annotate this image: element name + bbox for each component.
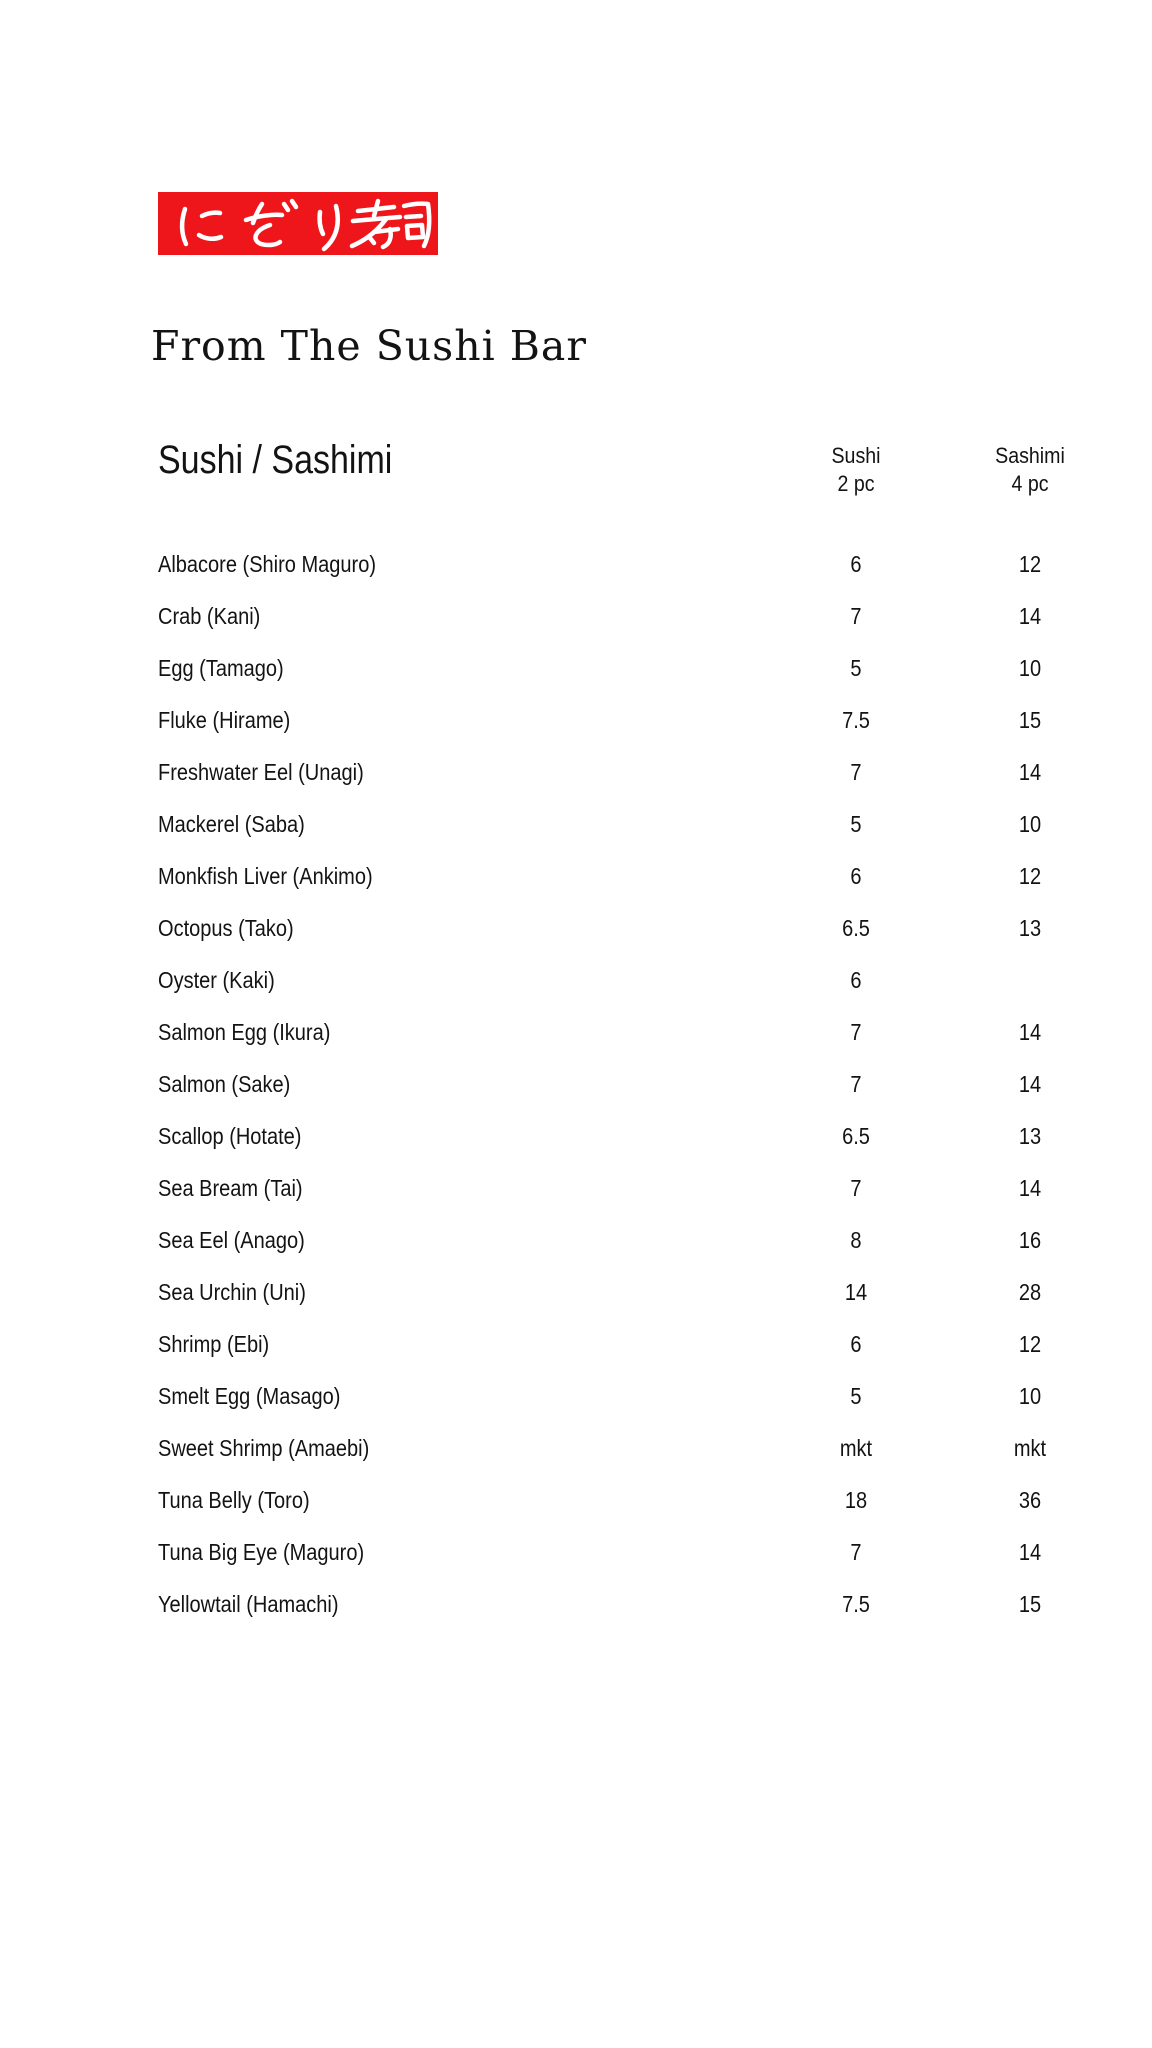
- item-price-sashimi: 14: [1018, 1538, 1042, 1565]
- section-title: Sushi / Sashimi: [158, 438, 434, 483]
- item-price-sushi: 7: [850, 1174, 862, 1201]
- item-name: Salmon (Sake): [158, 1070, 291, 1097]
- column-header-sushi-sub: 2 pc: [837, 471, 875, 496]
- menu-item-row: Sea Bream (Tai) 7 14: [158, 1162, 1090, 1214]
- menu-item-row: Egg (Tamago) 5 10: [158, 642, 1090, 694]
- item-name: Monkfish Liver (Ankimo): [158, 862, 373, 889]
- column-header-sashimi-label: Sashimi: [995, 443, 1065, 468]
- item-price-sushi: 5: [850, 654, 862, 681]
- item-price-sashimi: 36: [1018, 1486, 1042, 1513]
- item-price-sashimi: mkt: [1013, 1434, 1047, 1461]
- item-price-sashimi: 14: [1018, 1174, 1042, 1201]
- item-name: Sea Urchin (Uni): [158, 1278, 306, 1305]
- item-price-sashimi: 14: [1018, 1070, 1042, 1097]
- item-price-sashimi: 12: [1018, 550, 1042, 577]
- menu-item-row: Shrimp (Ebi) 6 12: [158, 1318, 1090, 1370]
- menu-item-row: Salmon (Sake) 7 14: [158, 1058, 1090, 1110]
- item-price-sushi: 6: [850, 1330, 862, 1357]
- item-price-sushi: 18: [844, 1486, 868, 1513]
- item-price-sushi: 6: [850, 966, 862, 993]
- column-header-sashimi: Sashimi 4 pc: [970, 442, 1090, 498]
- item-name: Shrimp (Ebi): [158, 1330, 270, 1357]
- item-price-sashimi: 15: [1018, 1590, 1042, 1617]
- nigiri-sushi-japanese-text-icon: [179, 198, 432, 252]
- item-price-sushi: mkt: [839, 1434, 873, 1461]
- item-name: Crab (Kani): [158, 602, 261, 629]
- column-header-sushi-label: Sushi: [831, 443, 881, 468]
- item-price-sushi: 8: [850, 1226, 862, 1253]
- item-price-sushi: 5: [850, 1382, 862, 1409]
- item-price-sashimi: 14: [1018, 758, 1042, 785]
- item-price-sashimi: 10: [1018, 810, 1042, 837]
- item-name: Sea Bream (Tai): [158, 1174, 303, 1201]
- menu-item-row: Mackerel (Saba) 5 10: [158, 798, 1090, 850]
- item-price-sushi: 7: [850, 1538, 862, 1565]
- menu-item-row: Tuna Belly (Toro) 18 36: [158, 1474, 1090, 1526]
- item-price-sushi: 6: [850, 550, 862, 577]
- item-name: Freshwater Eel (Unagi): [158, 758, 364, 785]
- menu-item-row: Yellowtail (Hamachi) 7.5 15: [158, 1578, 1090, 1630]
- menu-item-row: Smelt Egg (Masago) 5 10: [158, 1370, 1090, 1422]
- item-price-sushi: 6.5: [842, 914, 870, 941]
- item-price-sushi: 6: [850, 862, 862, 889]
- item-name: Octopus (Tako): [158, 914, 294, 941]
- item-price-sashimi: 28: [1018, 1278, 1042, 1305]
- item-price-sashimi: 14: [1018, 1018, 1042, 1045]
- item-price-sashimi: 10: [1018, 1382, 1042, 1409]
- menu-item-row: Monkfish Liver (Ankimo) 6 12: [158, 850, 1090, 902]
- item-price-sushi: 7: [850, 1070, 862, 1097]
- menu-item-row: Sea Urchin (Uni) 14 28: [158, 1266, 1090, 1318]
- menu-item-row: Freshwater Eel (Unagi) 7 14: [158, 746, 1090, 798]
- menu-item-row: Tuna Big Eye (Maguro) 7 14: [158, 1526, 1090, 1578]
- item-price-sushi: 7.5: [842, 706, 870, 733]
- item-name: Oyster (Kaki): [158, 966, 275, 993]
- item-price-sashimi: 13: [1018, 914, 1042, 941]
- item-name: Sea Eel (Anago): [158, 1226, 305, 1253]
- item-name: Egg (Tamago): [158, 654, 284, 681]
- item-name: Albacore (Shiro Maguro): [158, 550, 376, 577]
- item-name: Salmon Egg (Ikura): [158, 1018, 331, 1045]
- page-title: From The Sushi Bar: [151, 322, 587, 370]
- item-price-sashimi: 12: [1018, 862, 1042, 889]
- item-name: Scallop (Hotate): [158, 1122, 302, 1149]
- item-price-sushi: 14: [844, 1278, 868, 1305]
- item-price-sushi: 5: [850, 810, 862, 837]
- item-price-sushi: 6.5: [842, 1122, 870, 1149]
- item-price-sashimi: 12: [1018, 1330, 1042, 1357]
- item-name: Sweet Shrimp (Amaebi): [158, 1434, 370, 1461]
- logo-banner: [158, 192, 438, 255]
- column-header-sushi: Sushi 2 pc: [796, 442, 916, 498]
- menu-item-row: Crab (Kani) 7 14: [158, 590, 1090, 642]
- menu-item-row: Scallop (Hotate) 6.5 13: [158, 1110, 1090, 1162]
- item-price-sushi: 7: [850, 758, 862, 785]
- section-title-text: Sushi / Sashimi: [158, 438, 393, 482]
- item-name: Yellowtail (Hamachi): [158, 1590, 339, 1617]
- item-price-sushi: 7: [850, 602, 862, 629]
- menu-item-row: Fluke (Hirame) 7.5 15: [158, 694, 1090, 746]
- menu-item-row: Oyster (Kaki) 6: [158, 954, 1090, 1006]
- menu-item-row: Sweet Shrimp (Amaebi) mkt mkt: [158, 1422, 1090, 1474]
- item-price-sashimi: 14: [1018, 602, 1042, 629]
- menu-item-row: Albacore (Shiro Maguro) 6 12: [158, 538, 1090, 590]
- menu-item-row: Sea Eel (Anago) 8 16: [158, 1214, 1090, 1266]
- menu-items: Albacore (Shiro Maguro) 6 12 Crab (Kani)…: [158, 538, 1090, 1630]
- menu-item-row: Octopus (Tako) 6.5 13: [158, 902, 1090, 954]
- item-price-sashimi: 13: [1018, 1122, 1042, 1149]
- item-price-sushi: 7.5: [842, 1590, 870, 1617]
- item-price-sashimi: 16: [1018, 1226, 1042, 1253]
- item-name: Fluke (Hirame): [158, 706, 291, 733]
- item-name: Tuna Big Eye (Maguro): [158, 1538, 365, 1565]
- menu-item-row: Salmon Egg (Ikura) 7 14: [158, 1006, 1090, 1058]
- item-price-sashimi: 10: [1018, 654, 1042, 681]
- item-price-sushi: 7: [850, 1018, 862, 1045]
- item-name: Smelt Egg (Masago): [158, 1382, 341, 1409]
- item-price-sashimi: 15: [1018, 706, 1042, 733]
- column-header-sashimi-sub: 4 pc: [1011, 471, 1049, 496]
- item-name: Tuna Belly (Toro): [158, 1486, 310, 1513]
- item-name: Mackerel (Saba): [158, 810, 305, 837]
